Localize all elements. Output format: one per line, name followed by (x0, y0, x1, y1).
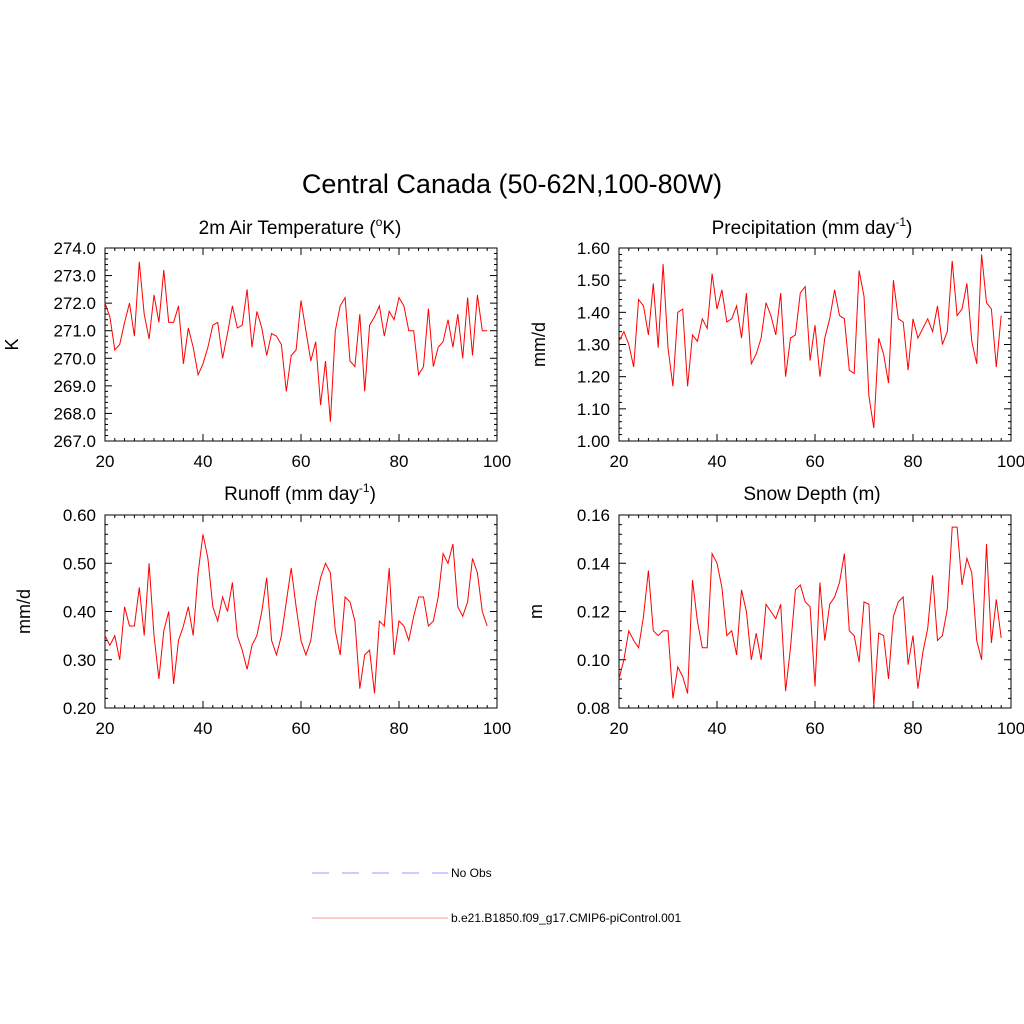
panel-title: 2m Air Temperature (oK) (199, 215, 402, 239)
panel-title-end: ) (906, 218, 912, 239)
y-tick-label: 0.08 (577, 699, 610, 718)
y-tick-label: 272.0 (53, 294, 96, 313)
y-tick-label: 271.0 (53, 322, 96, 341)
y-tick-label: 0.30 (63, 651, 96, 670)
y-tick-label: 1.30 (577, 336, 610, 355)
series-line-model (618, 526, 1002, 706)
y-tick-label: 0.20 (63, 699, 96, 718)
panel-title-main: 2m Air Temperature ( (199, 218, 377, 239)
x-tick-label: 40 (194, 719, 213, 738)
legend-label-obs: No Obs (451, 866, 492, 880)
plot-frame (618, 247, 1012, 442)
y-axis-label: mm/d (14, 589, 34, 634)
x-tick-label: 100 (997, 719, 1024, 738)
y-tick-label: 0.60 (63, 506, 96, 525)
panel-title-main: Runoff (mm day (224, 484, 359, 505)
y-tick-label: 0.16 (577, 506, 610, 525)
panel-title: Precipitation (mm day-1) (712, 215, 913, 239)
panel-title-main: Snow Depth (m) (743, 484, 880, 505)
x-tick-label: 40 (708, 452, 727, 471)
y-tick-label: 268.0 (53, 404, 96, 423)
legend-label-model: b.e21.B1850.f09_g17.CMIP6-piControl.001 (451, 911, 681, 925)
y-tick-label: 269.0 (53, 377, 96, 396)
x-tick-label: 20 (96, 452, 115, 471)
plot-frame (104, 514, 498, 709)
x-tick-label: 100 (997, 452, 1024, 471)
x-tick-label: 100 (483, 452, 511, 471)
y-axis-label: K (2, 338, 22, 350)
x-tick-label: 80 (390, 719, 409, 738)
chart-temperature: 2m Air Temperature (oK) 20 40 60 80 100 267.0 2… (2, 215, 511, 471)
y-tick-label: 0.12 (577, 603, 610, 622)
figure-title: Central Canada (50-62N,100-80W) (302, 169, 722, 199)
y-tick-label: 0.40 (63, 603, 96, 622)
chart-panels: 2m Air Temperature (oK)20 40 60 80 100267.02… (2, 215, 1024, 738)
x-tick-label: 100 (483, 719, 511, 738)
x-tick-label: 80 (904, 452, 923, 471)
legend-item-model: b.e21.B1850.f09_g17.CMIP6-piControl.001 (312, 911, 681, 925)
panel-title: Snow Depth (m) (743, 484, 880, 505)
panel-title-end: ) (370, 484, 376, 505)
y-tick-label: 1.40 (577, 303, 610, 322)
plot-frame (104, 247, 498, 442)
y-tick-label: 273.0 (53, 267, 96, 286)
panel-title-main: Precipitation (mm day (712, 218, 896, 239)
series-line-model (104, 261, 488, 422)
panel-title-sup: o (376, 215, 383, 229)
x-tick-label: 60 (806, 719, 825, 738)
y-tick-label: 0.50 (63, 554, 96, 573)
x-tick-label: 40 (194, 452, 213, 471)
x-tick-label: 40 (708, 719, 727, 738)
y-tick-label: 0.10 (577, 651, 610, 670)
series-line-model (618, 254, 1002, 429)
x-tick-label: 60 (292, 719, 311, 738)
y-tick-label: 1.20 (577, 368, 610, 387)
y-axis-label: m (526, 604, 546, 619)
x-tick-label: 60 (292, 452, 311, 471)
y-axis-label: mm/d (529, 322, 549, 367)
y-tick-label: 0.14 (577, 554, 610, 573)
y-tick-label: 267.0 (53, 432, 96, 451)
x-tick-label: 80 (904, 719, 923, 738)
x-tick-label: 80 (390, 452, 409, 471)
series-line-model (104, 534, 488, 694)
chart-precipitation: Precipitation (mm day-1) 20 40 60 80 100 1.00 1… (529, 215, 1024, 471)
y-tick-label: 1.10 (577, 400, 610, 419)
x-tick-label: 20 (610, 719, 629, 738)
y-tick-label: 1.00 (577, 432, 610, 451)
y-tick-label: 1.60 (577, 239, 610, 258)
legend-item-obs: No Obs (312, 866, 492, 880)
y-tick-label: 274.0 (53, 239, 96, 258)
chart-runoff: Runoff (mm day-1) 20 40 60 80 100 0.20 0.30 0.40… (14, 481, 511, 738)
x-tick-label: 20 (610, 452, 629, 471)
y-tick-label: 1.50 (577, 271, 610, 290)
panel-title: Runoff (mm day-1) (224, 481, 376, 505)
panel-title-sup: -1 (359, 481, 370, 495)
x-tick-label: 60 (806, 452, 825, 471)
chart-snow-depth: Snow Depth (m) 20 40 60 80 100 0.08 0.10 0.12 0.1… (526, 484, 1024, 738)
panel-title-sup: -1 (895, 215, 906, 229)
x-tick-label: 20 (96, 719, 115, 738)
legend: No Obs b.e21.B1850.f09_g17.CMIP6-piContr… (312, 866, 681, 925)
panel-title-end: K) (382, 218, 401, 239)
y-tick-label: 270.0 (53, 349, 96, 368)
